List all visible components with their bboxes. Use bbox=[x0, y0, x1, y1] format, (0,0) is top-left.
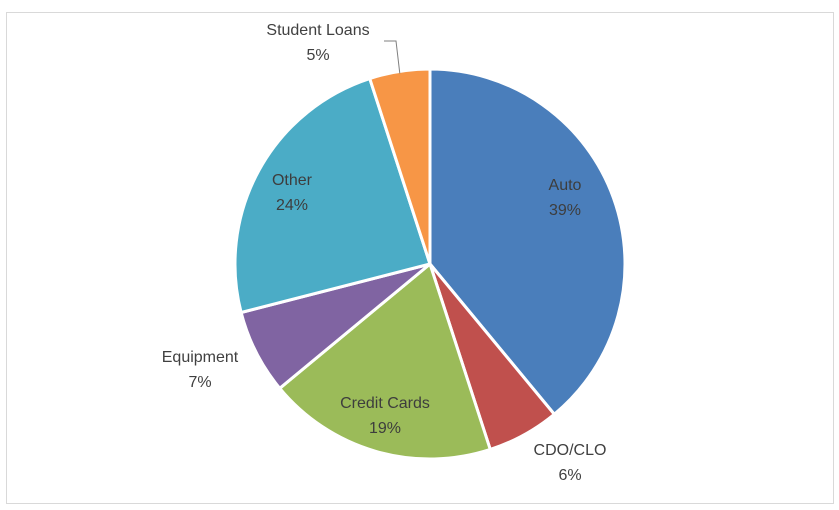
data-label-category: Other bbox=[272, 172, 313, 189]
data-label-category: Credit Cards bbox=[340, 395, 430, 412]
data-label-equipment: Equipment 7% bbox=[162, 349, 239, 391]
data-label-credit-cards: Credit Cards 19% bbox=[340, 395, 430, 437]
data-label-auto: Auto 39% bbox=[549, 177, 582, 219]
data-label-percent: 19% bbox=[369, 420, 401, 437]
data-label-category: CDO/CLO bbox=[534, 442, 607, 459]
data-label-percent: 5% bbox=[306, 47, 329, 64]
leader-lines bbox=[384, 40, 401, 74]
pie-slice-other bbox=[233, 77, 432, 314]
data-label-percent: 6% bbox=[558, 467, 581, 484]
pie-slice-auto bbox=[428, 67, 627, 416]
data-label-percent: 7% bbox=[188, 374, 211, 391]
data-label-category: Equipment bbox=[162, 349, 239, 366]
pie-slice-credit-cards bbox=[278, 262, 492, 461]
data-label-percent: 39% bbox=[549, 202, 581, 219]
data-label-category: Auto bbox=[549, 177, 582, 194]
data-labels: Auto 39% CDO/CLO 6% Credit Cards 19% Equipment… bbox=[162, 22, 607, 484]
data-label-cdo-clo: CDO/CLO 6% bbox=[534, 442, 607, 484]
data-label-student-loans: Student Loans 5% bbox=[266, 22, 369, 64]
data-label-category: Student Loans bbox=[266, 22, 369, 39]
data-label-percent: 24% bbox=[276, 197, 308, 214]
data-label-other: Other 24% bbox=[272, 172, 313, 214]
pie-slices bbox=[233, 67, 627, 461]
leader-line-student-loans bbox=[384, 40, 401, 74]
